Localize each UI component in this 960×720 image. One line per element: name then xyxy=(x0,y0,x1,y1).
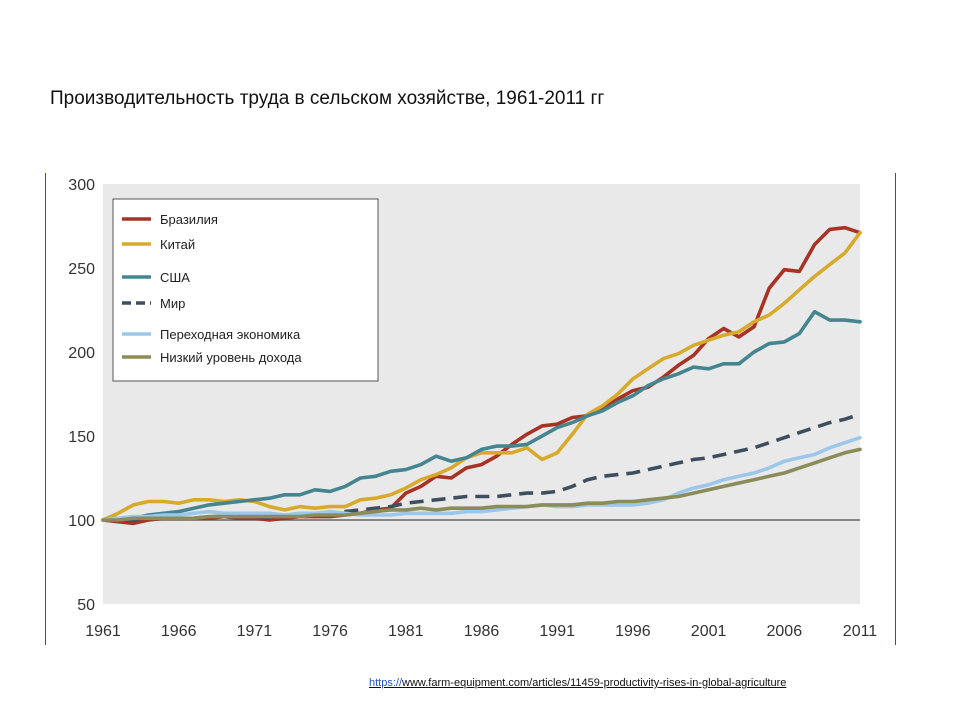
x-tick-label: 1976 xyxy=(312,623,348,640)
series-line-3 xyxy=(101,309,862,522)
y-tick-label: 150 xyxy=(68,429,95,446)
x-tick-labels: 1961 1966 1971 1976 1981 1986 1991 1996 2001 2006… xyxy=(85,623,877,640)
y-tick-label: 250 xyxy=(68,261,95,278)
x-tick-label: 2001 xyxy=(691,623,727,640)
source-link[interactable]: https://www.farm-equipment.com/articles/… xyxy=(369,677,786,689)
legend-label-4: Мир xyxy=(160,296,185,311)
y-tick-label: 100 xyxy=(68,513,95,530)
x-tick-label: 2006 xyxy=(767,623,803,640)
legend-label-3: США xyxy=(160,270,190,285)
source-link-protocol[interactable]: https:// xyxy=(369,677,403,689)
x-tick-label: 1981 xyxy=(388,623,424,640)
legend-label-5: Переходная экономика xyxy=(160,327,301,342)
y-tick-labels: 50 100 150 200 250 300 xyxy=(68,177,95,614)
x-tick-label: 1966 xyxy=(161,623,197,640)
legend-label-6: Низкий уровень дохода xyxy=(160,350,302,365)
series-line-5 xyxy=(101,435,862,522)
legend-box xyxy=(112,198,379,382)
source-link-path[interactable]: www.farm-equipment.com/articles/11459-pr… xyxy=(402,677,787,689)
series-layer xyxy=(101,225,862,526)
legend: Бразилия Китай США Мир Переходная экономика Н… xyxy=(112,198,379,382)
legend-label-2: Китай xyxy=(160,237,195,252)
chart-frame: 50 100 150 200 250 300 1961 1966 1971 1976 1981 19… xyxy=(45,173,896,645)
y-tick-label: 300 xyxy=(68,177,95,194)
x-tick-label: 1986 xyxy=(464,623,500,640)
x-tick-label: 1996 xyxy=(615,623,651,640)
x-tick-label: 1991 xyxy=(539,623,575,640)
x-tick-label: 2011 xyxy=(843,623,878,640)
series-line-6 xyxy=(101,447,862,522)
x-tick-label: 1961 xyxy=(85,623,121,640)
y-tick-label: 200 xyxy=(68,345,95,362)
series-line-4 xyxy=(103,412,861,522)
legend-label-1: Бразилия xyxy=(160,212,218,227)
x-tick-label: 1971 xyxy=(237,623,273,640)
y-tick-label: 50 xyxy=(77,597,95,614)
slide-title: Производительность труда в сельском хозя… xyxy=(50,88,605,109)
